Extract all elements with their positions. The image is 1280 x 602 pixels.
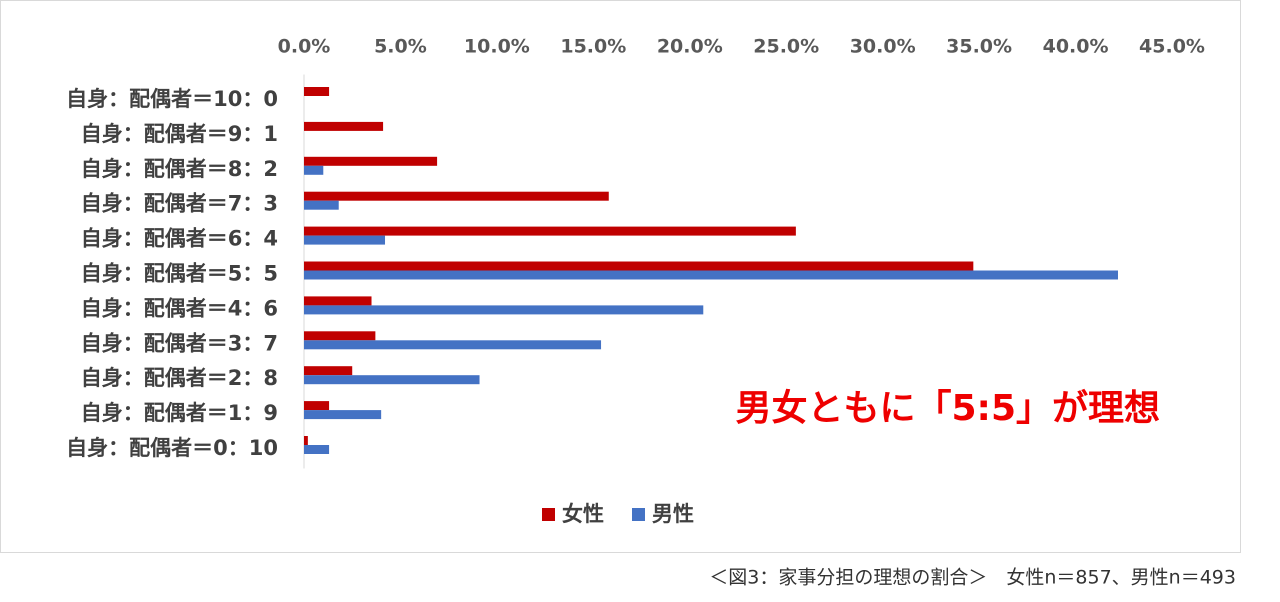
bar — [304, 235, 386, 245]
x-tick-label: 20.0% — [657, 36, 723, 58]
y-tick-label: 自身：配偶者＝7：3 — [81, 192, 278, 216]
y-tick-label: 自身：配偶者＝3：7 — [81, 331, 278, 355]
bar — [304, 331, 376, 341]
legend-label: 女性 — [562, 502, 604, 526]
bar — [304, 375, 480, 385]
y-tick-label: 自身：配偶者＝4：6 — [81, 296, 278, 320]
bar — [304, 226, 796, 236]
x-tick-label: 25.0% — [753, 36, 819, 58]
bar — [304, 87, 330, 96]
x-tick-label: 15.0% — [560, 36, 626, 58]
x-tick-label: 35.0% — [946, 36, 1012, 58]
bar — [304, 436, 308, 445]
y-tick-label: 自身：配偶者＝5：5 — [81, 262, 278, 286]
x-tick-label: 0.0% — [278, 36, 331, 58]
x-tick-label: 40.0% — [1043, 36, 1109, 58]
legend-label: 男性 — [652, 502, 694, 526]
bar — [304, 121, 384, 131]
bar — [304, 305, 704, 315]
x-tick-label: 10.0% — [464, 36, 530, 58]
bar — [304, 200, 339, 210]
x-tick-label: 5.0% — [374, 36, 427, 58]
legend-swatch — [542, 508, 555, 521]
bar — [304, 191, 609, 201]
legend-swatch — [632, 508, 645, 521]
bar — [304, 445, 330, 454]
y-tick-label: 自身：配偶者＝6：4 — [81, 227, 278, 251]
bar — [304, 340, 602, 350]
bar — [304, 261, 974, 271]
y-tick-label: 自身：配偶者＝1：9 — [81, 401, 278, 425]
y-tick-label: 自身：配偶者＝0：10 — [66, 436, 278, 460]
y-tick-label: 自身：配偶者＝10：0 — [66, 87, 278, 111]
bar — [304, 165, 324, 175]
x-tick-label: 45.0% — [1139, 36, 1205, 58]
caption: ＜図3：家事分担の理想の割合＞ 女性n＝857、男性n＝493 — [709, 567, 1236, 589]
bar — [304, 410, 382, 420]
annotation: 男女ともに「5:5」が理想 — [736, 388, 1161, 429]
bar — [304, 296, 372, 306]
y-tick-label: 自身：配偶者＝8：2 — [81, 157, 278, 181]
y-tick-label: 自身：配偶者＝9：1 — [81, 122, 278, 146]
bar — [304, 401, 330, 411]
bar — [304, 156, 438, 166]
bar — [304, 366, 353, 376]
x-tick-label: 30.0% — [850, 36, 916, 58]
bar — [304, 270, 1118, 280]
y-tick-label: 自身：配偶者＝2：8 — [81, 366, 278, 390]
